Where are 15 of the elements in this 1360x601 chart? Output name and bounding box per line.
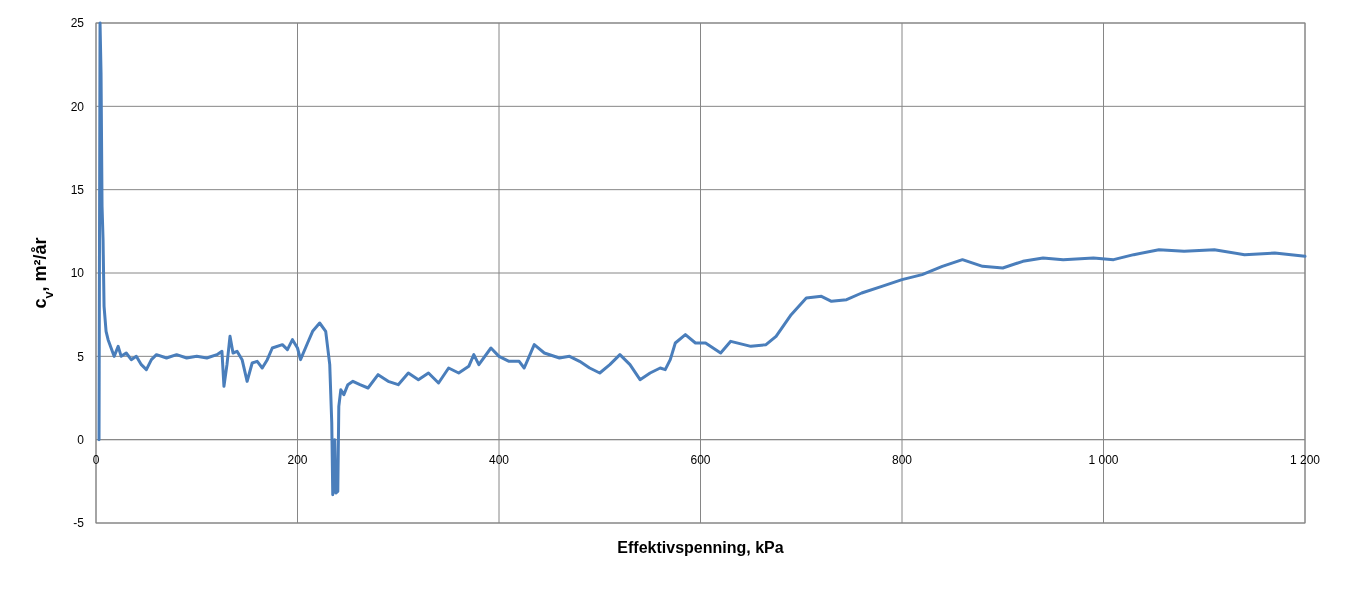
x-tick-label: 800 xyxy=(891,452,913,467)
y-tick-label: -5 xyxy=(73,516,85,531)
y-tick-label: 10 xyxy=(70,266,85,281)
y-tick-label: 20 xyxy=(70,99,85,114)
x-tick-label: 600 xyxy=(690,452,711,467)
y-tick-label: 0 xyxy=(77,432,85,447)
y-tick-label: 25 xyxy=(70,16,85,31)
x-tick-label: 400 xyxy=(488,452,510,467)
y-tick-label: 15 xyxy=(70,182,85,197)
y-tick-label: 5 xyxy=(77,349,85,364)
x-axis-title: Effektivspenning, kPa xyxy=(617,539,784,556)
x-tick-label: 0 xyxy=(92,452,100,467)
x-tick-label: 200 xyxy=(287,452,308,467)
x-tick-label: 1 000 xyxy=(1088,452,1119,467)
x-tick-label: 1 200 xyxy=(1289,452,1321,467)
